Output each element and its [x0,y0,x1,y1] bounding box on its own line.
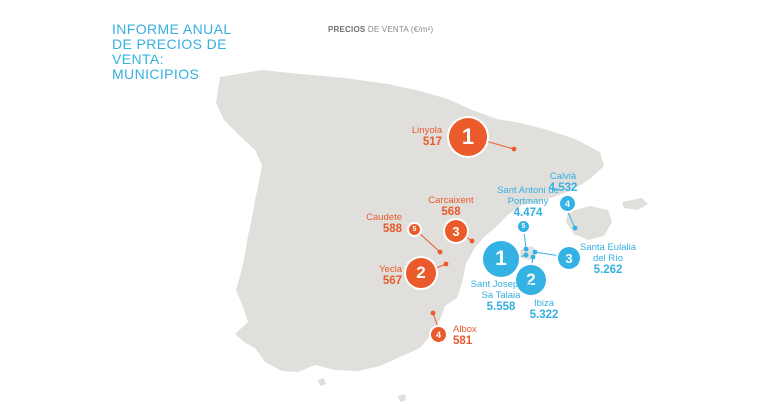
dot-albox [430,310,436,316]
rank-badge-ibiza: 2 [516,265,546,295]
leader-caudete [418,232,441,253]
dot-calvia [572,225,578,231]
dot-carcaixent [469,238,475,244]
dot-sant-josep [523,252,529,258]
rank-badge-sant-antoni: 5 [518,221,529,232]
rank-badge-sant-josep: 1 [483,241,519,277]
value-carcaixent: 568 [441,206,461,218]
subtitle-bold: PRECIOS [328,25,366,34]
blue-location-dots [523,225,578,260]
value-sant-josep: 5.558 [486,301,516,313]
value-santa-eulalia: 5.262 [593,264,623,276]
label-ibiza: Ibiza 5.322 [521,298,567,322]
dot-ibiza [530,254,536,260]
melilla-shape [398,394,406,402]
name-ibiza: Ibiza [533,298,555,309]
name-sant-antoni: Sant Antoni de Portmany [497,185,559,207]
menorca-shape [622,198,648,210]
orange-location-dots [430,146,517,316]
name-calvia: Calvià [549,171,577,182]
label-linyola: Linyola 517 [392,125,442,149]
leader-linyola [481,139,515,150]
label-sant-antoni: Sant Antoni de Portmany 4.474 [491,185,565,220]
dot-yecla [443,261,449,267]
leader-calvia [566,209,576,229]
name-albox: Albox [453,324,477,335]
rank-badge-albox: 4 [431,327,446,342]
value-ibiza: 5.322 [529,309,559,321]
label-albox: Albox 581 [453,324,503,348]
subtitle-rest: DE VENTA (€/m²) [365,25,434,34]
dot-sant-antoni [523,246,529,252]
leader-sant-antoni [523,231,527,250]
rank-badge-carcaixent: 3 [445,220,467,242]
name-yecla: Yecla [379,264,402,275]
rank-badge-yecla: 2 [406,258,436,288]
leader-albox [432,312,439,328]
value-albox: 581 [453,335,473,347]
value-caudete: 588 [382,223,402,235]
value-linyola: 517 [422,136,442,148]
dot-santa-eulalia [532,249,538,255]
name-carcaixent: Carcaixent [428,195,474,206]
value-yecla: 567 [382,275,402,287]
rank-badge-calvia: 4 [560,196,575,211]
label-yecla: Yecla 567 [350,264,402,288]
rank-badge-linyola: 1 [449,118,487,156]
label-calvia: Calvià 4.532 [540,171,586,195]
value-calvia: 4.532 [548,182,578,194]
value-sant-antoni: 4.474 [513,207,543,219]
rank-badge-caudete: 5 [409,224,420,235]
name-linyola: Linyola [411,125,442,136]
label-carcaixent: Carcaixent 568 [421,195,481,219]
orange-connector-lines [418,139,515,328]
mainland-spain-shape [216,70,604,372]
name-sant-josep: Sant Josep de Sa Talaia [470,279,532,301]
rank-badge-santa-eulalia: 3 [558,247,580,269]
label-santa-eulalia: Santa Eulalia del Río 5.262 [575,242,641,277]
dot-caudete [437,249,443,255]
name-santa-eulalia: Santa Eulalia del Río [580,242,636,264]
mallorca-shape [566,206,612,240]
name-caudete: Caudete [366,212,402,223]
page-title: INFORME ANUAL DE PRECIOS DE VENTA: MUNIC… [112,21,232,82]
map-subtitle: PRECIOS DE VENTA (€/m²) [328,25,433,34]
leader-santa-eulalia [534,251,561,257]
dot-linyola [511,146,517,152]
ceuta-shape [318,378,326,386]
label-caudete: Caudete 588 [350,212,402,236]
label-sant-josep: Sant Josep de Sa Talaia 5.558 [463,279,539,314]
